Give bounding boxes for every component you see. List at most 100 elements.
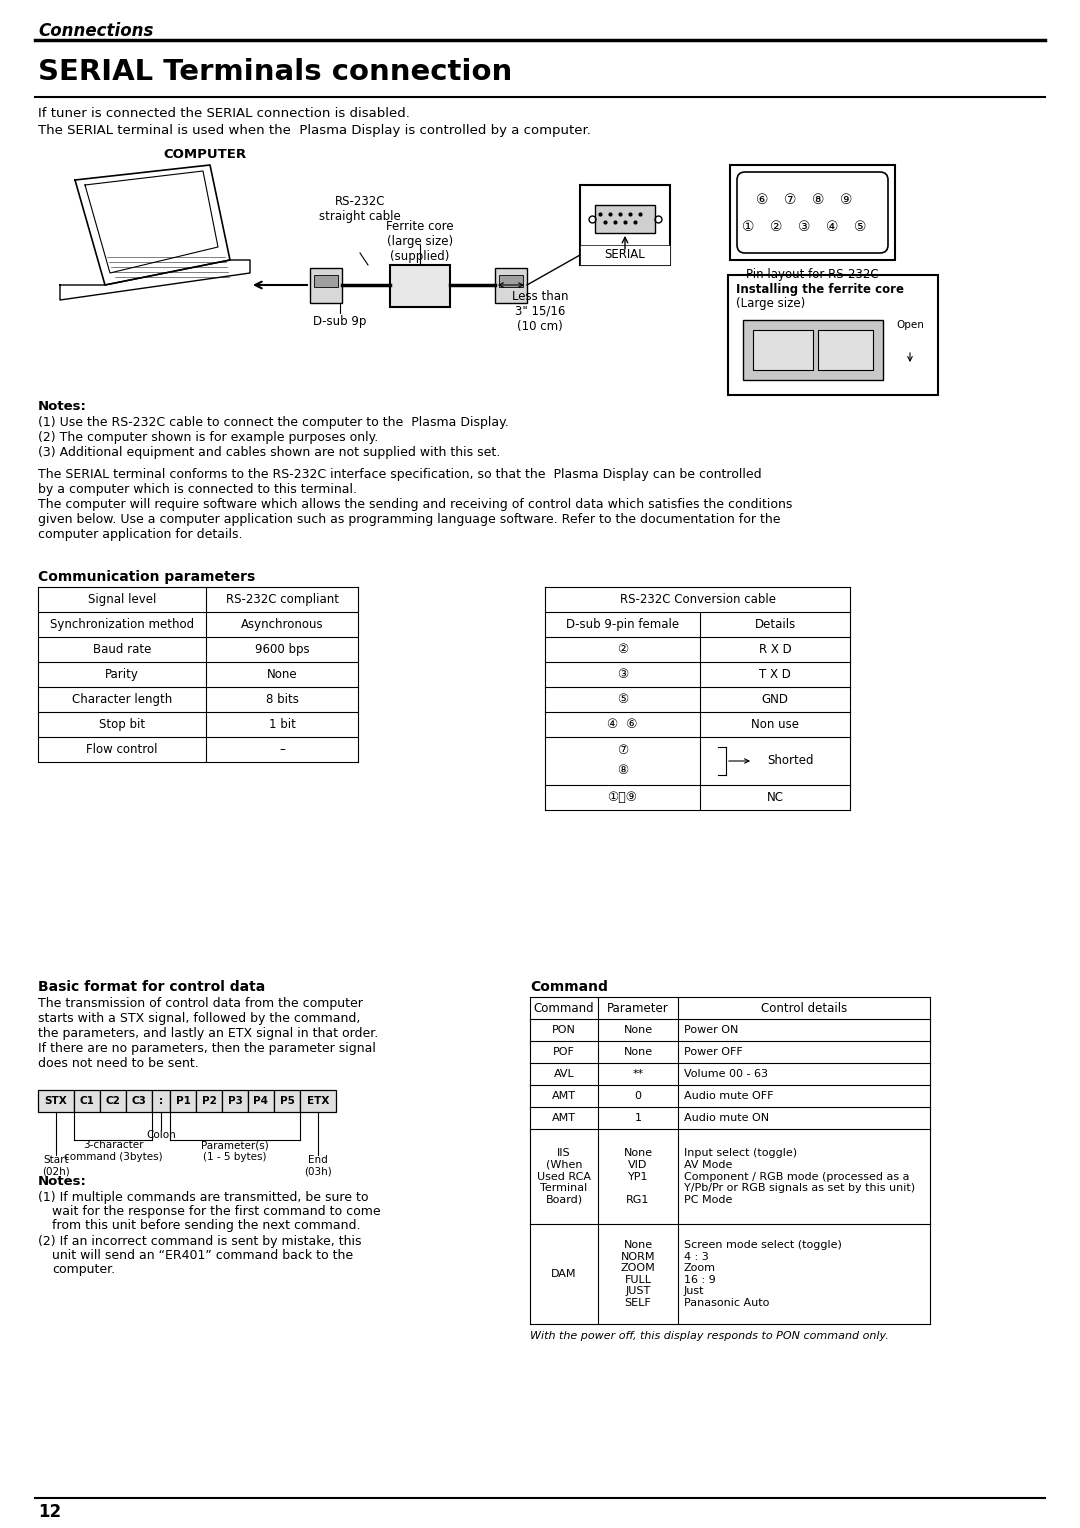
Text: Asynchronous: Asynchronous — [241, 617, 323, 631]
Text: The SERIAL terminal conforms to the RS-232C interface specification, so that the: The SERIAL terminal conforms to the RS-2… — [38, 468, 761, 481]
Text: 9600 bps: 9600 bps — [255, 643, 309, 656]
Text: Flow control: Flow control — [86, 743, 158, 756]
Bar — [100, 1089, 126, 1112]
Text: Parameter: Parameter — [607, 1001, 669, 1015]
Text: C1: C1 — [80, 1096, 94, 1106]
Text: T X D: T X D — [759, 668, 791, 681]
Text: ⑨: ⑨ — [840, 193, 852, 206]
Bar — [248, 1089, 274, 1112]
Text: P3: P3 — [228, 1096, 242, 1106]
Bar — [310, 267, 342, 303]
Text: P1: P1 — [176, 1096, 190, 1106]
Bar — [390, 264, 450, 307]
Text: ②: ② — [770, 220, 782, 234]
Text: :: : — [159, 1096, 163, 1106]
Text: ⑤: ⑤ — [854, 220, 866, 234]
Text: 1 bit: 1 bit — [269, 718, 296, 730]
Text: STX: STX — [44, 1096, 67, 1106]
Text: Ferrite core
(large size)
(supplied): Ferrite core (large size) (supplied) — [387, 220, 454, 263]
Bar — [730, 165, 895, 260]
Text: Installing the ferrite core: Installing the ferrite core — [735, 283, 904, 296]
Text: RS-232C
straight cable: RS-232C straight cable — [319, 196, 401, 223]
Text: computer application for details.: computer application for details. — [38, 529, 243, 541]
Text: R X D: R X D — [758, 643, 792, 656]
Text: ①・⑨: ①・⑨ — [607, 792, 637, 804]
Bar — [222, 1089, 248, 1112]
Text: the parameters, and lastly an ETX signal in that order.: the parameters, and lastly an ETX signal… — [38, 1027, 378, 1041]
Text: PON: PON — [552, 1025, 576, 1034]
Bar — [126, 1089, 152, 1112]
Text: The computer will require software which allows the sending and receiving of con: The computer will require software which… — [38, 498, 793, 510]
Bar — [300, 1089, 336, 1112]
Text: ⑦: ⑦ — [617, 744, 629, 758]
Bar — [495, 267, 527, 303]
Text: 1: 1 — [635, 1112, 642, 1123]
Text: **: ** — [633, 1070, 644, 1079]
Bar — [743, 319, 883, 380]
Bar — [499, 275, 523, 287]
Text: ①: ① — [742, 220, 754, 234]
Text: unit will send an “ER401” command back to the: unit will send an “ER401” command back t… — [52, 1248, 353, 1262]
Text: ⑥: ⑥ — [756, 193, 768, 206]
Text: If tuner is connected the SERIAL connection is disabled.: If tuner is connected the SERIAL connect… — [38, 107, 410, 121]
Bar — [274, 1089, 300, 1112]
Text: 8 bits: 8 bits — [266, 694, 298, 706]
FancyBboxPatch shape — [737, 173, 888, 254]
Text: Basic format for control data: Basic format for control data — [38, 979, 266, 995]
Text: Colon: Colon — [146, 1131, 176, 1140]
Bar — [170, 1089, 195, 1112]
Text: (1) If multiple commands are transmitted, be sure to: (1) If multiple commands are transmitted… — [38, 1190, 368, 1204]
Text: Command: Command — [530, 979, 608, 995]
Text: None: None — [623, 1025, 652, 1034]
Text: Audio mute ON: Audio mute ON — [684, 1112, 769, 1123]
Text: Volume 00 - 63: Volume 00 - 63 — [684, 1070, 768, 1079]
Text: Audio mute OFF: Audio mute OFF — [684, 1091, 773, 1102]
Text: Less than
3" 15/16
(10 cm): Less than 3" 15/16 (10 cm) — [512, 290, 568, 333]
Text: Input select (toggle)
AV Mode
Component / RGB mode (processed as a
Y/Pb/Pr or RG: Input select (toggle) AV Mode Component … — [684, 1149, 915, 1204]
Text: Power OFF: Power OFF — [684, 1047, 743, 1057]
Text: ⑧: ⑧ — [617, 764, 629, 778]
Bar — [75, 1089, 100, 1112]
Text: Notes:: Notes: — [38, 400, 86, 413]
Text: wait for the response for the first command to come: wait for the response for the first comm… — [52, 1206, 380, 1218]
Text: If there are no parameters, then the parameter signal: If there are no parameters, then the par… — [38, 1042, 376, 1054]
Text: ④  ⑥: ④ ⑥ — [607, 718, 638, 730]
Text: RS-232C compliant: RS-232C compliant — [226, 593, 338, 607]
Text: Signal level: Signal level — [87, 593, 157, 607]
Bar — [314, 275, 338, 287]
Text: ⑤: ⑤ — [617, 694, 629, 706]
Text: ④: ④ — [826, 220, 838, 234]
Text: The transmission of control data from the computer: The transmission of control data from th… — [38, 996, 363, 1010]
Bar — [753, 330, 813, 370]
Text: Power ON: Power ON — [684, 1025, 739, 1034]
Text: 0: 0 — [635, 1091, 642, 1102]
Text: given below. Use a computer application such as programming language software. R: given below. Use a computer application … — [38, 513, 781, 526]
Text: from this unit before sending the next command.: from this unit before sending the next c… — [52, 1219, 361, 1232]
Bar — [580, 244, 670, 264]
Text: C3: C3 — [132, 1096, 147, 1106]
Text: C2: C2 — [106, 1096, 121, 1106]
Text: ⑧: ⑧ — [812, 193, 824, 206]
Text: With the power off, this display responds to PON command only.: With the power off, this display respond… — [530, 1331, 889, 1342]
Text: AMT: AMT — [552, 1091, 576, 1102]
Text: Start
(02h): Start (02h) — [42, 1155, 70, 1177]
Text: 3-character
command (3bytes): 3-character command (3bytes) — [64, 1140, 162, 1161]
Text: D-sub 9-pin female: D-sub 9-pin female — [566, 617, 679, 631]
Text: ETX: ETX — [307, 1096, 329, 1106]
Bar — [580, 185, 670, 264]
Text: Character length: Character length — [72, 694, 172, 706]
Text: D-sub 9p: D-sub 9p — [313, 315, 367, 329]
Text: RS-232C Conversion cable: RS-232C Conversion cable — [620, 593, 775, 607]
Text: AMT: AMT — [552, 1112, 576, 1123]
Text: (Large size): (Large size) — [735, 296, 806, 310]
Text: The SERIAL terminal is used when the  Plasma Display is controlled by a computer: The SERIAL terminal is used when the Pla… — [38, 124, 591, 138]
Text: computer.: computer. — [52, 1264, 116, 1276]
Text: ③: ③ — [798, 220, 810, 234]
Text: AVL: AVL — [554, 1070, 575, 1079]
Text: POF: POF — [553, 1047, 575, 1057]
Text: Non use: Non use — [751, 718, 799, 730]
Text: starts with a STX signal, followed by the command,: starts with a STX signal, followed by th… — [38, 1012, 361, 1025]
Text: Baud rate: Baud rate — [93, 643, 151, 656]
Text: None: None — [623, 1047, 652, 1057]
Text: Details: Details — [754, 617, 796, 631]
